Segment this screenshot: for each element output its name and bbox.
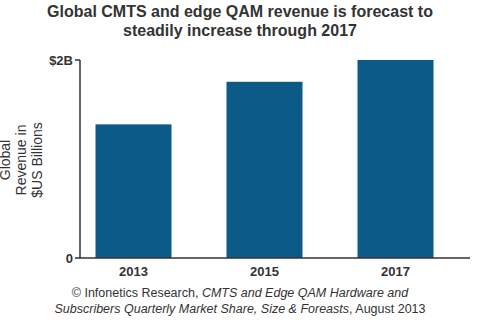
footer-line: Subscribers Quarterly Market Share, Size… bbox=[54, 302, 425, 316]
y-axis-label-line: Revenue in bbox=[13, 125, 29, 196]
x-tick-label: 2015 bbox=[250, 264, 279, 279]
y-tick bbox=[75, 59, 80, 61]
y-axis-label-line: $US Billions bbox=[29, 122, 45, 197]
x-axis-line bbox=[80, 257, 470, 259]
x-tick-label: 2017 bbox=[381, 264, 410, 279]
source-prefix: © Infonetics Research, bbox=[72, 286, 202, 300]
bar bbox=[227, 82, 303, 258]
y-tick-label: $2B bbox=[49, 53, 73, 68]
y-axis-line bbox=[79, 60, 81, 258]
y-tick-label: 0 bbox=[66, 251, 73, 266]
y-axis-label: GlobalRevenue in$US Billions bbox=[0, 122, 45, 197]
bar bbox=[358, 60, 434, 258]
footer-line: © Infonetics Research, CMTS and Edge QAM… bbox=[72, 286, 409, 300]
x-tick-label: 2013 bbox=[119, 264, 148, 279]
bars bbox=[96, 60, 434, 258]
y-tick bbox=[75, 257, 80, 259]
title-line: steadily increase through 2017 bbox=[123, 22, 357, 39]
publication: CMTS and Edge QAM Hardware and bbox=[202, 286, 409, 300]
source-suffix: , August 2013 bbox=[349, 302, 426, 316]
title-line: Global CMTS and edge QAM revenue is fore… bbox=[47, 3, 433, 20]
bar bbox=[96, 124, 172, 258]
title: Global CMTS and edge QAM revenue is fore… bbox=[47, 3, 433, 39]
publication: Subscribers Quarterly Market Share, Size… bbox=[54, 302, 349, 316]
chart: Global CMTS and edge QAM revenue is fore… bbox=[0, 0, 480, 320]
y-axis-label-line: Global bbox=[0, 140, 13, 180]
